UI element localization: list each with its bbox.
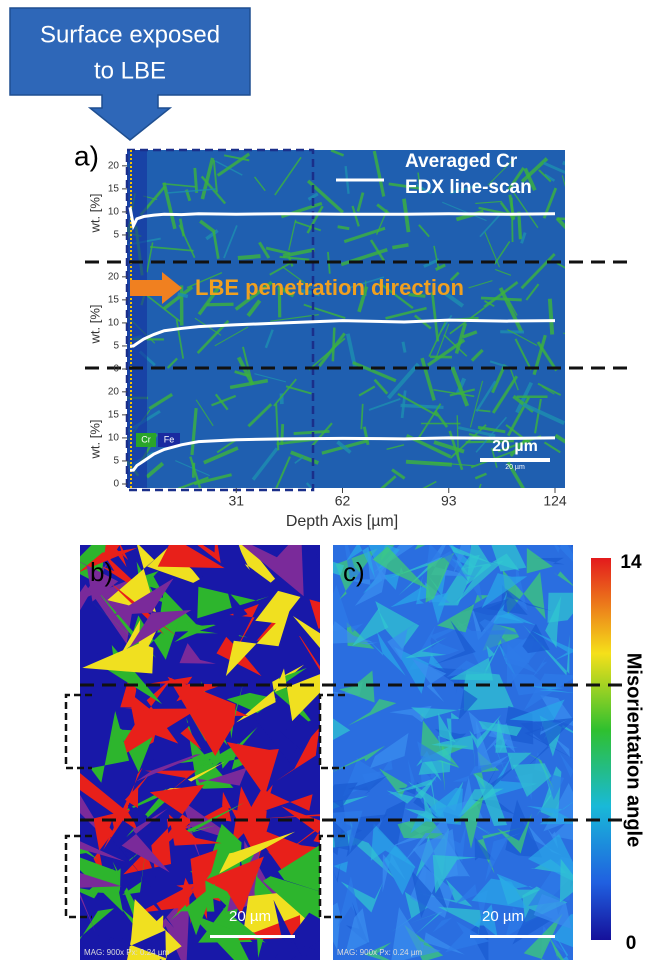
texture <box>481 298 522 300</box>
y-tick-label: 20 <box>108 386 120 397</box>
y-axis-label: wt. [%] <box>87 304 102 344</box>
footer: MAG: 900x Px: 0.24 µm <box>84 948 169 957</box>
panel-label: b) <box>90 557 113 587</box>
y-tick-label: 0 <box>113 364 119 375</box>
colorbar-label: Misorientation angle <box>623 653 645 847</box>
x-tick-label: 62 <box>335 493 351 509</box>
legend-text: EDX line-scan <box>405 177 532 198</box>
y-tick-label: 5 <box>113 341 119 352</box>
y-tick-label: 5 <box>113 456 119 467</box>
scale-bar <box>480 458 550 462</box>
scale-bar-text: 20 µm <box>482 908 524 925</box>
y-axis-label: wt. [%] <box>87 193 102 233</box>
texture <box>178 294 188 296</box>
scale-bar-text: 20 µm <box>229 908 271 925</box>
texture <box>563 163 584 170</box>
page: Surface exposed to LBE a) Averaged Cr ED… <box>0 0 649 965</box>
y-tick-label: 5 <box>113 230 119 241</box>
y-tick-label: 10 <box>108 433 120 444</box>
scale-bar <box>470 935 555 938</box>
tag-text: Fe <box>164 434 175 444</box>
texture <box>519 212 521 240</box>
y-tick-label: 20 <box>108 160 120 171</box>
x-axis-label: Depth Axis [µm] <box>286 513 398 530</box>
x-tick-label: 93 <box>441 493 457 509</box>
texture <box>550 299 552 335</box>
x-tick-label: 31 <box>228 493 244 509</box>
texture <box>333 328 335 362</box>
y-tick-label: 15 <box>108 410 120 421</box>
texture <box>470 484 481 516</box>
colorbar-min: 0 <box>626 933 637 954</box>
region <box>560 859 593 903</box>
panel-label: a) <box>74 140 99 171</box>
scale-bar-text: 20 µm <box>492 438 538 455</box>
panel-label: c) <box>343 557 365 587</box>
texture <box>282 424 283 445</box>
colorbar-max: 14 <box>620 552 642 573</box>
texture <box>563 333 590 344</box>
texture <box>238 256 261 258</box>
callout-text: Surface exposed <box>40 21 220 48</box>
grain <box>96 518 168 545</box>
y-tick-label: 0 <box>113 479 119 490</box>
texture <box>338 227 350 229</box>
y-tick-label: 10 <box>108 318 120 329</box>
callout-text: to LBE <box>94 57 166 84</box>
y-tick-label: 15 <box>108 295 120 306</box>
texture <box>207 304 234 305</box>
legend-text: Averaged Cr <box>405 151 518 172</box>
colorbar <box>591 558 611 940</box>
y-axis-label: wt. [%] <box>87 419 102 459</box>
y-tick-label: 15 <box>108 184 120 195</box>
footer: MAG: 900x Px: 0.24 µm <box>337 948 422 957</box>
scale-bar <box>210 935 295 938</box>
region <box>319 902 340 949</box>
figure: Surface exposed to LBE a) Averaged Cr ED… <box>0 0 649 960</box>
annotation: LBE penetration direction <box>195 275 464 300</box>
scale-bar-text: 20 µm <box>505 464 525 471</box>
region <box>571 528 593 547</box>
tag-text: Cr <box>141 434 151 444</box>
texture <box>403 342 405 353</box>
texture <box>195 168 197 193</box>
region <box>576 648 583 653</box>
x-tick-label: 124 <box>543 493 567 509</box>
y-tick-label: 10 <box>108 207 120 218</box>
y-tick-label: 20 <box>108 271 120 282</box>
